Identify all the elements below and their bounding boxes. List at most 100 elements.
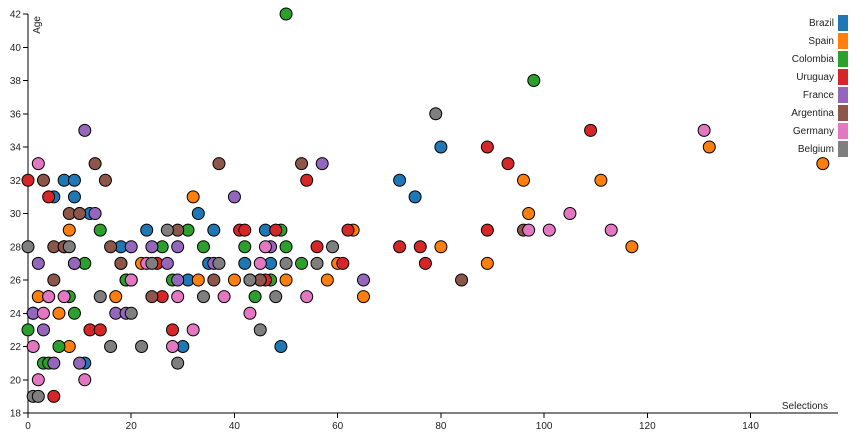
y-tick: 30 <box>10 209 28 220</box>
point-colombia <box>279 7 293 21</box>
point-france <box>124 240 138 254</box>
point-belgium <box>196 290 210 304</box>
legend: Brazil Spain Colombia Uruguay France Argentin… <box>791 15 848 157</box>
point-uruguay <box>341 223 355 237</box>
point-spain <box>480 256 494 270</box>
x-tick-label: 20 <box>126 421 138 432</box>
y-tick-label: 18 <box>10 409 22 420</box>
point-france <box>171 273 185 287</box>
point-germany <box>300 290 314 304</box>
point-belgium <box>326 240 340 254</box>
point-argentina <box>207 273 221 287</box>
point-belgium <box>269 290 283 304</box>
y-tick: 38 <box>10 76 28 87</box>
legend-swatch <box>838 69 848 85</box>
y-tick: 20 <box>10 375 28 386</box>
point-argentina <box>114 256 128 270</box>
point-argentina <box>145 290 159 304</box>
y-tick: 26 <box>10 276 28 287</box>
point-france <box>171 240 185 254</box>
point-france <box>315 157 329 171</box>
point-belgium <box>171 356 185 370</box>
point-colombia <box>527 74 541 87</box>
point-germany <box>697 123 711 137</box>
point-germany <box>31 157 45 171</box>
legend-swatch <box>838 51 848 67</box>
point-brazil <box>67 173 81 187</box>
x-tick: 0 <box>25 413 31 432</box>
y-tick-label: 36 <box>10 109 22 120</box>
point-germany <box>243 306 257 320</box>
point-france <box>160 256 174 270</box>
x-tick: 120 <box>639 413 656 432</box>
point-spain <box>227 273 241 287</box>
x-tick: 140 <box>742 413 759 432</box>
x-tick-label: 140 <box>742 421 759 432</box>
x-tick-label: 0 <box>25 421 31 432</box>
point-argentina <box>88 157 102 171</box>
point-brazil <box>434 140 448 154</box>
point-argentina <box>36 173 50 187</box>
point-uruguay <box>480 223 494 237</box>
point-germany <box>36 306 50 320</box>
point-brazil <box>393 173 407 187</box>
point-brazil <box>140 223 154 237</box>
point-uruguay <box>269 223 283 237</box>
point-uruguay <box>300 173 314 187</box>
legend-label: Brazil <box>809 18 834 29</box>
point-belgium <box>31 389 45 403</box>
y-tick-label: 32 <box>10 176 22 187</box>
point-france <box>356 273 370 287</box>
point-germany <box>57 290 71 304</box>
y-tick-label: 20 <box>10 375 22 386</box>
point-argentina <box>212 157 226 171</box>
point-belgium <box>21 240 35 254</box>
y-tick-label: 22 <box>10 342 22 353</box>
point-brazil <box>408 190 422 204</box>
point-belgium <box>243 273 257 287</box>
point-germany <box>186 323 200 337</box>
point-belgium <box>62 240 76 254</box>
point-spain <box>109 290 123 304</box>
y-tick: 18 <box>10 409 28 420</box>
point-germany <box>604 223 618 237</box>
point-belgium <box>310 256 324 270</box>
point-france <box>145 240 159 254</box>
point-argentina <box>98 173 112 187</box>
point-brazil <box>274 340 288 353</box>
point-colombia <box>295 256 309 270</box>
legend-swatch <box>838 141 848 157</box>
point-uruguay <box>393 240 407 254</box>
point-germany <box>124 273 138 287</box>
point-uruguay <box>47 389 61 403</box>
legend-label: Spain <box>808 36 834 47</box>
legend-swatch <box>838 33 848 49</box>
point-brazil <box>67 190 81 204</box>
point-colombia <box>248 290 262 304</box>
x-tick-label: 100 <box>536 421 553 432</box>
point-france <box>31 256 45 270</box>
y-axis: 18 20 22 24 26 28 30 32 34 36 38 40 42 <box>10 10 29 420</box>
data-points <box>21 7 830 403</box>
point-uruguay <box>584 123 598 137</box>
legend-label: Colombia <box>792 54 835 65</box>
point-spain <box>594 173 608 187</box>
y-tick-label: 40 <box>10 43 22 54</box>
point-spain <box>434 240 448 254</box>
point-uruguay <box>418 256 432 270</box>
legend-item-germany: Germany <box>793 123 848 139</box>
legend-item-france: France <box>803 87 848 103</box>
point-belgium <box>104 340 118 353</box>
point-spain <box>279 273 293 287</box>
point-germany <box>171 290 185 304</box>
point-france <box>78 123 92 137</box>
point-colombia <box>21 323 35 337</box>
y-tick: 36 <box>10 109 28 120</box>
point-france <box>227 190 241 204</box>
x-axis: 0 20 40 60 80 100 120 140 <box>25 412 838 432</box>
point-belgium <box>429 107 443 121</box>
y-tick: 22 <box>10 342 28 353</box>
point-uruguay <box>166 323 180 337</box>
